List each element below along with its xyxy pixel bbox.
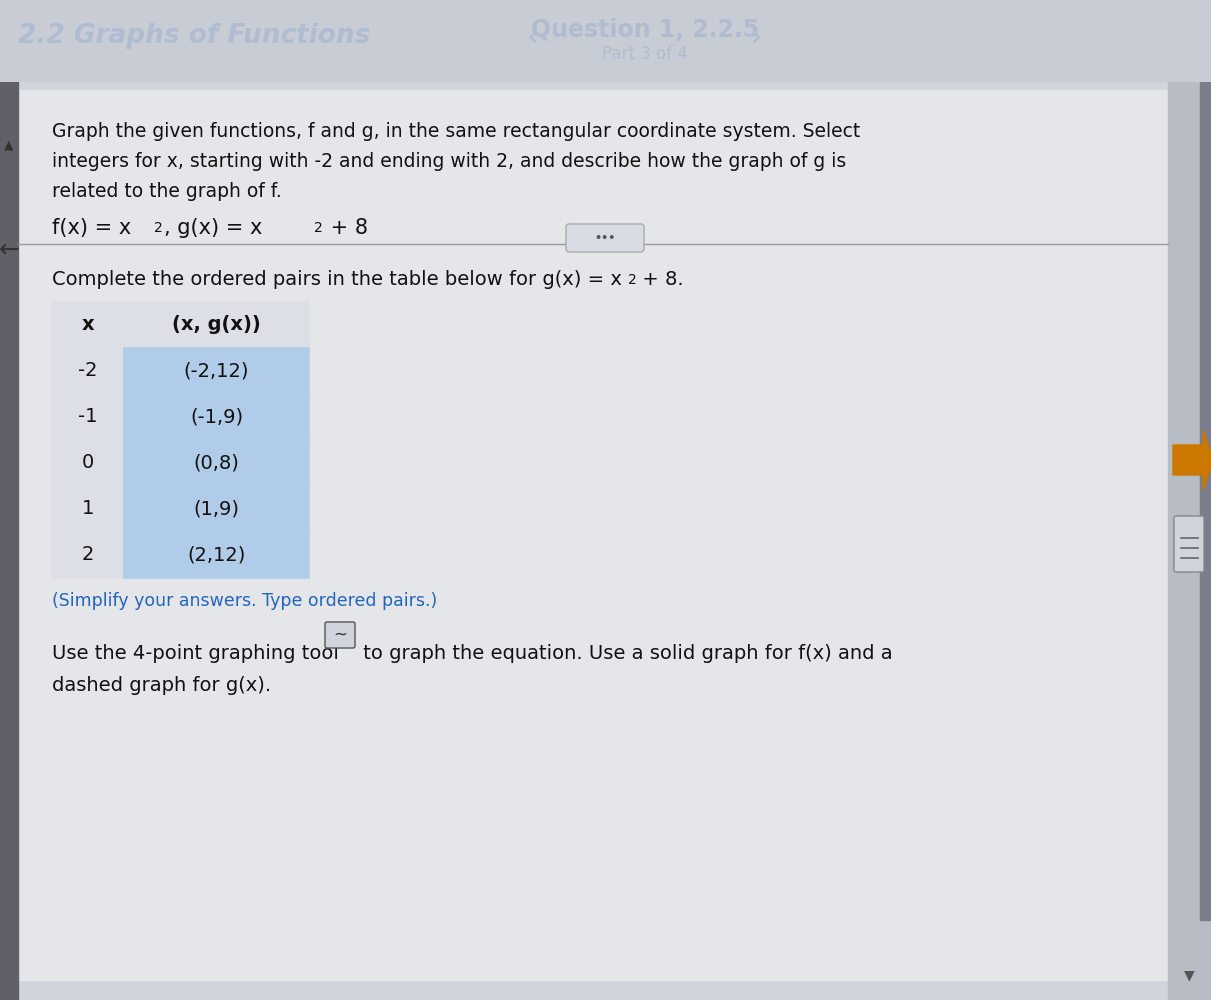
Text: x: x <box>81 316 94 334</box>
Text: •••: ••• <box>595 233 615 243</box>
Bar <box>0 82 18 1000</box>
Text: ▼: ▼ <box>1183 968 1194 982</box>
Text: Part 3 of 4: Part 3 of 4 <box>602 45 688 63</box>
Text: 0: 0 <box>82 454 94 473</box>
Bar <box>52 348 124 394</box>
Text: Question 1, 2.2.5: Question 1, 2.2.5 <box>530 18 759 42</box>
Bar <box>52 302 309 348</box>
Text: f(x) = x: f(x) = x <box>52 218 131 238</box>
Text: -2: -2 <box>79 361 98 380</box>
Text: + 8: + 8 <box>325 218 368 238</box>
Text: (-2,12): (-2,12) <box>184 361 249 380</box>
Text: ›: › <box>748 23 762 52</box>
Text: ~: ~ <box>333 626 348 644</box>
FancyBboxPatch shape <box>566 224 644 252</box>
Text: integers for x, starting with -2 and ending with 2, and describe how the graph o: integers for x, starting with -2 and end… <box>52 152 846 171</box>
Bar <box>52 302 309 578</box>
Text: Use the 4-point graphing tool: Use the 4-point graphing tool <box>52 644 339 663</box>
Text: 2: 2 <box>154 221 162 235</box>
Bar <box>52 440 124 486</box>
Bar <box>1167 82 1211 1000</box>
Polygon shape <box>1173 430 1211 490</box>
Text: (0,8): (0,8) <box>194 454 240 473</box>
Text: ‹: ‹ <box>527 23 539 52</box>
Text: 1: 1 <box>82 499 94 518</box>
Text: (Simplify your answers. Type ordered pairs.): (Simplify your answers. Type ordered pai… <box>52 592 437 610</box>
FancyBboxPatch shape <box>325 622 355 648</box>
FancyBboxPatch shape <box>1173 516 1204 572</box>
Text: 2: 2 <box>82 546 94 564</box>
Text: (x, g(x)): (x, g(x)) <box>172 316 260 334</box>
Bar <box>124 440 309 486</box>
Text: -1: -1 <box>79 408 98 426</box>
Text: , g(x) = x: , g(x) = x <box>163 218 263 238</box>
Bar <box>124 394 309 440</box>
Text: + 8.: + 8. <box>636 270 684 289</box>
Bar <box>52 394 124 440</box>
Bar <box>52 486 124 532</box>
Text: Complete the ordered pairs in the table below for g(x) = x: Complete the ordered pairs in the table … <box>52 270 622 289</box>
Text: Graph the given functions, f and g, in the same rectangular coordinate system. S: Graph the given functions, f and g, in t… <box>52 122 860 141</box>
Text: 2: 2 <box>314 221 323 235</box>
Bar <box>1200 82 1211 920</box>
Text: dashed graph for g(x).: dashed graph for g(x). <box>52 676 271 695</box>
Text: (1,9): (1,9) <box>194 499 240 518</box>
Bar <box>52 532 124 578</box>
Text: 2.2 Graphs of Functions: 2.2 Graphs of Functions <box>18 23 371 49</box>
Text: ▲: ▲ <box>4 138 13 151</box>
Bar <box>124 486 309 532</box>
Text: ←: ← <box>0 238 19 262</box>
Bar <box>124 532 309 578</box>
Text: (2,12): (2,12) <box>188 546 246 564</box>
Text: related to the graph of f.: related to the graph of f. <box>52 182 282 201</box>
Bar <box>124 348 309 394</box>
Text: to graph the equation. Use a solid graph for f(x) and a: to graph the equation. Use a solid graph… <box>357 644 893 663</box>
Text: 2: 2 <box>629 273 637 287</box>
Text: (-1,9): (-1,9) <box>190 408 243 426</box>
